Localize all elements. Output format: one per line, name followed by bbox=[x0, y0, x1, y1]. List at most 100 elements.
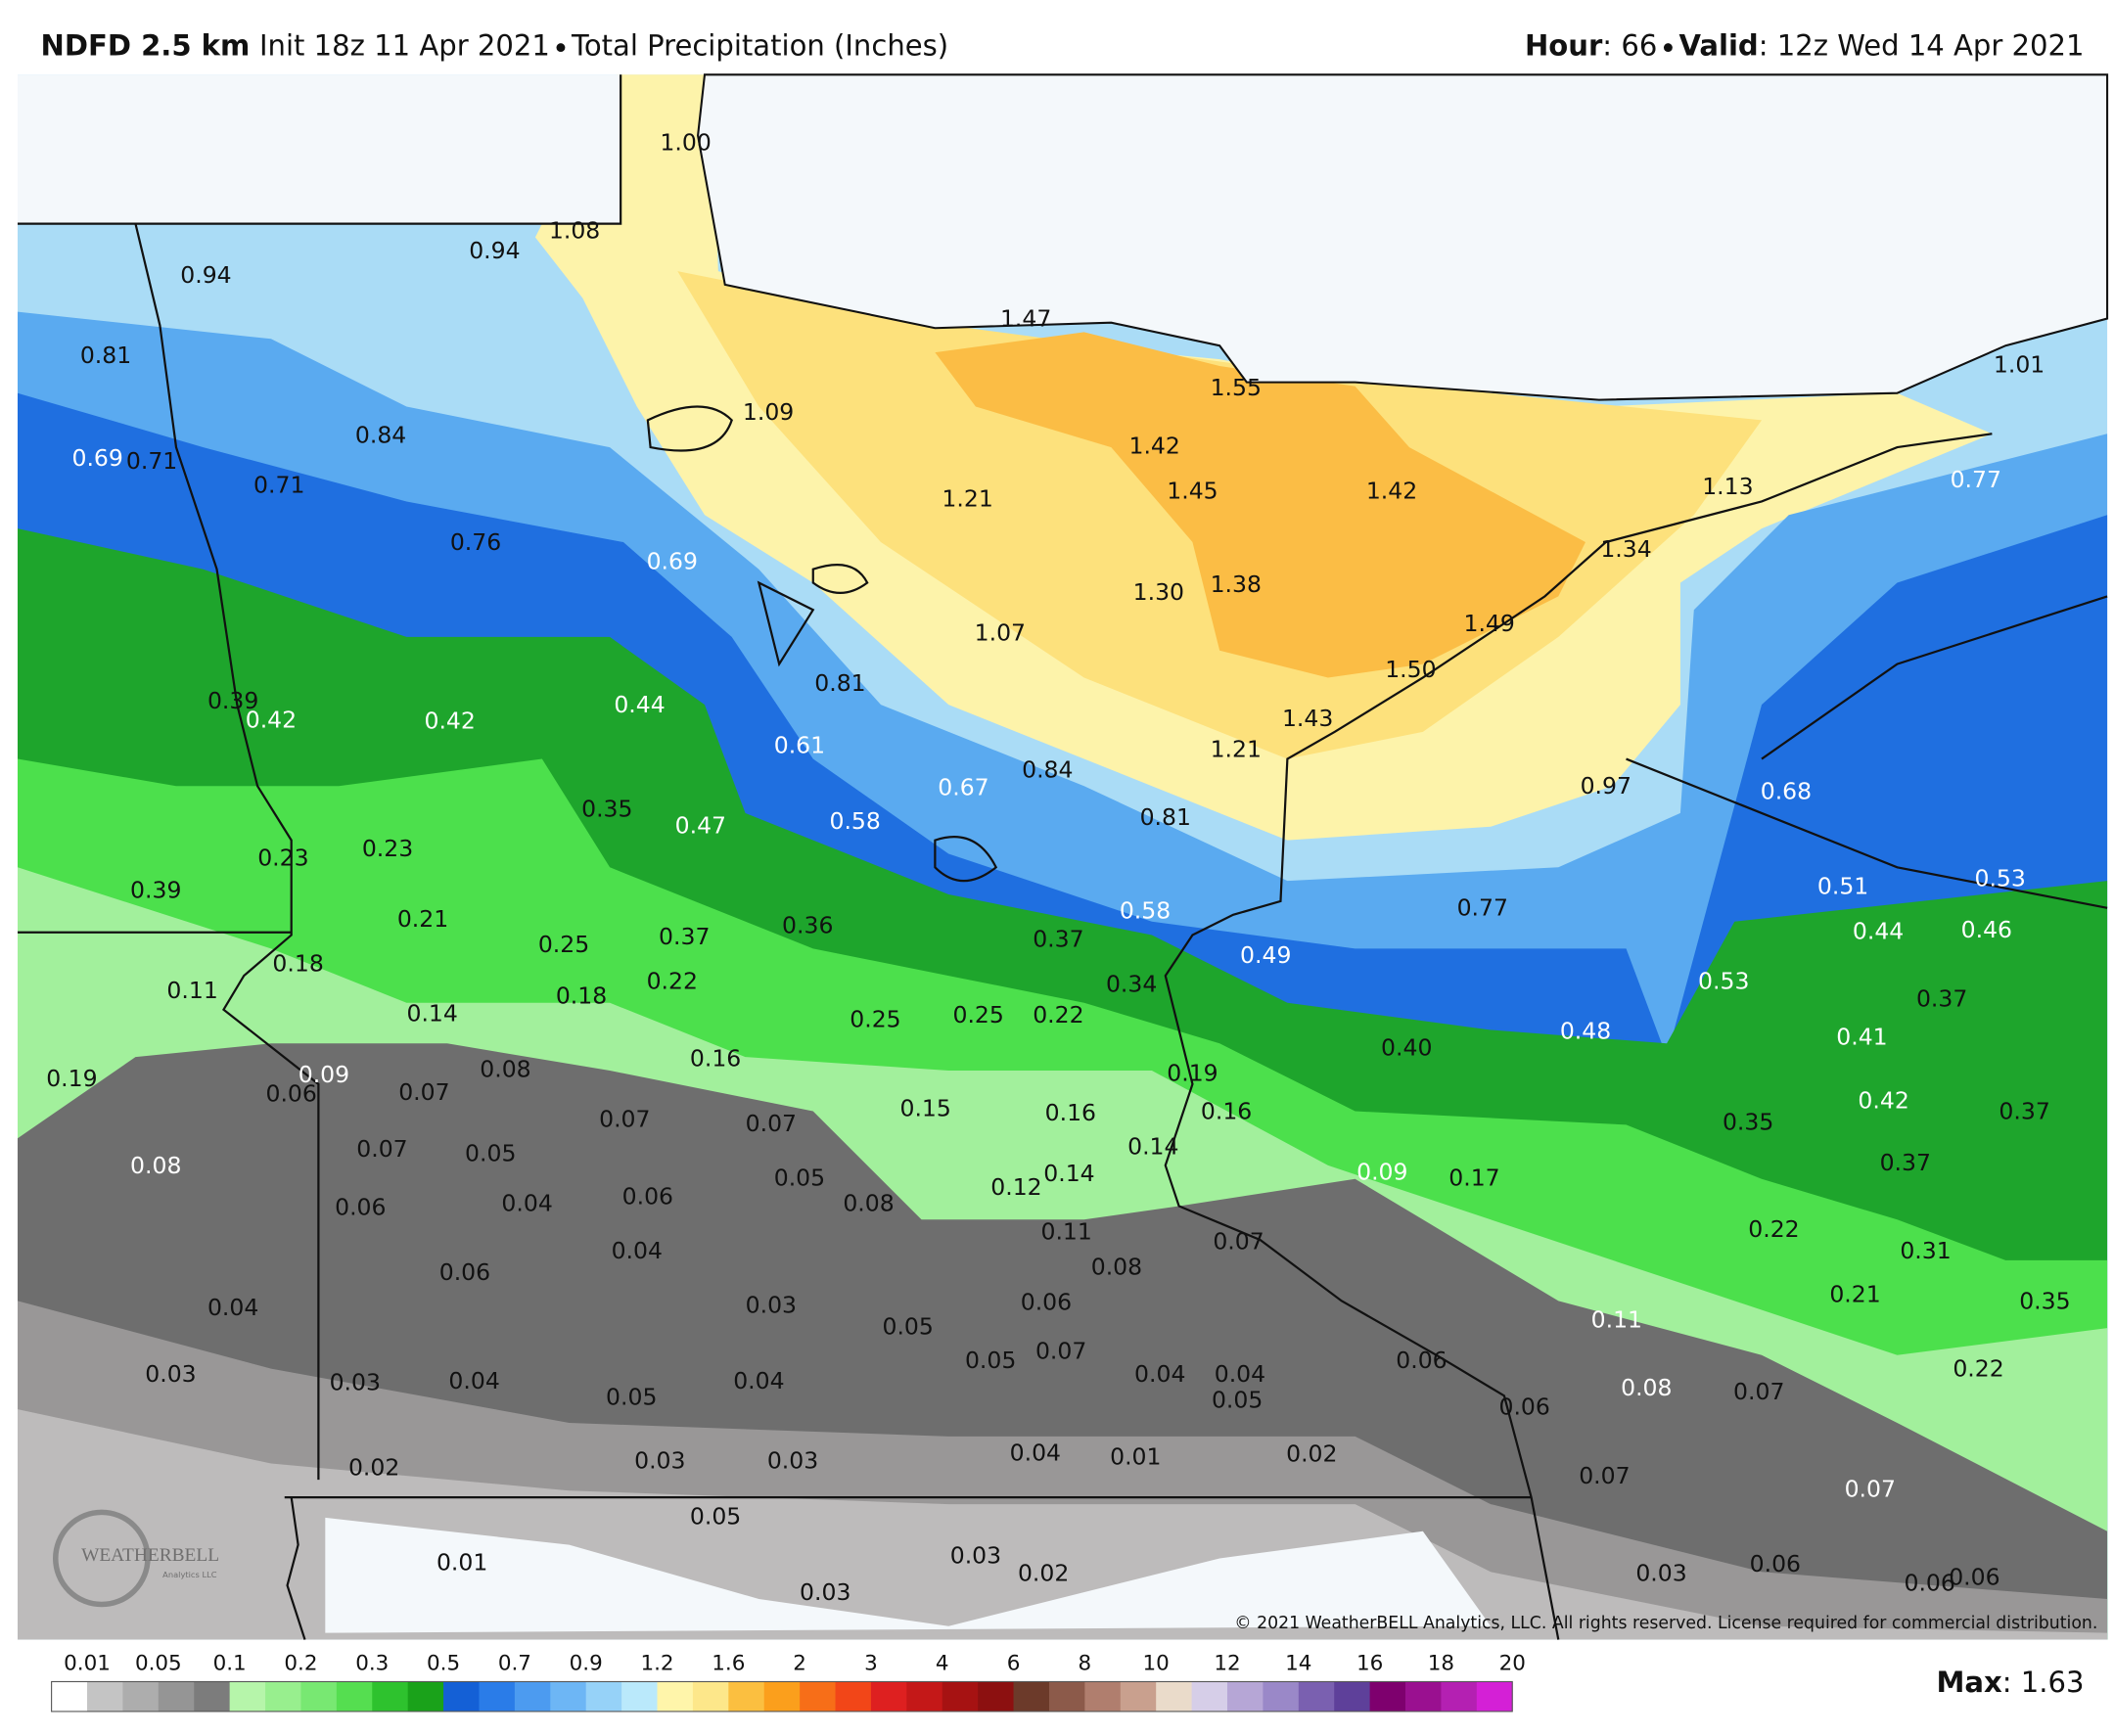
shade-orange bbox=[935, 332, 1586, 678]
station-value: 0.67 bbox=[938, 774, 988, 801]
station-value: 0.06 bbox=[1396, 1347, 1447, 1374]
station-value: 0.03 bbox=[145, 1360, 196, 1388]
station-value: 0.31 bbox=[1900, 1237, 1951, 1264]
station-value: 0.06 bbox=[1021, 1289, 1072, 1316]
legend-tick-label: 0.01 bbox=[64, 1651, 111, 1675]
station-value: 0.04 bbox=[448, 1367, 499, 1394]
station-value: 0.04 bbox=[1010, 1439, 1061, 1466]
station-value: 0.18 bbox=[556, 982, 607, 1010]
station-value: 0.21 bbox=[1829, 1280, 1880, 1307]
station-value: 0.71 bbox=[126, 447, 177, 475]
station-value: 0.84 bbox=[1022, 756, 1073, 784]
header-hour: : 66 bbox=[1602, 29, 1657, 63]
station-value: 0.39 bbox=[207, 687, 258, 714]
station-value: 0.22 bbox=[1748, 1215, 1799, 1243]
station-value: 0.04 bbox=[1215, 1360, 1265, 1388]
station-value: 0.22 bbox=[1033, 1001, 1083, 1028]
legend-tick-label: 10 bbox=[1143, 1651, 1170, 1675]
station-value: 0.84 bbox=[355, 421, 406, 448]
legend-swatch bbox=[1405, 1681, 1442, 1712]
station-value: 0.47 bbox=[675, 811, 726, 839]
station-value: 0.01 bbox=[1110, 1443, 1161, 1471]
station-value: 1.49 bbox=[1464, 610, 1515, 637]
station-value: 0.25 bbox=[953, 1001, 1004, 1028]
station-value: 0.07 bbox=[1733, 1378, 1784, 1405]
legend-swatch bbox=[728, 1681, 765, 1712]
station-value: 0.02 bbox=[1018, 1560, 1069, 1587]
legend-swatch bbox=[585, 1681, 622, 1712]
station-value: 0.42 bbox=[1858, 1086, 1908, 1114]
legend-tick-label: 2 bbox=[793, 1651, 806, 1675]
station-value: 0.14 bbox=[407, 1000, 458, 1028]
station-value: 0.69 bbox=[72, 444, 123, 472]
station-value: 0.03 bbox=[767, 1447, 818, 1475]
station-value: 0.76 bbox=[450, 528, 501, 556]
station-value: 0.25 bbox=[538, 931, 589, 958]
station-value: 0.03 bbox=[800, 1578, 850, 1606]
station-value: 0.08 bbox=[480, 1056, 530, 1083]
legend-swatch bbox=[1013, 1681, 1050, 1712]
station-value: 0.40 bbox=[1381, 1033, 1432, 1061]
station-value: 0.17 bbox=[1448, 1164, 1499, 1191]
station-value: 0.19 bbox=[46, 1065, 97, 1092]
legend-swatch bbox=[978, 1681, 1014, 1712]
station-value: 0.25 bbox=[850, 1005, 900, 1032]
station-value: 0.71 bbox=[253, 472, 304, 499]
station-value: 0.08 bbox=[1621, 1374, 1672, 1401]
station-value: 0.05 bbox=[690, 1502, 741, 1530]
legend-swatch bbox=[800, 1681, 836, 1712]
legend-swatch bbox=[122, 1681, 160, 1712]
legend-swatch bbox=[229, 1681, 266, 1712]
station-value: 0.44 bbox=[1853, 917, 1904, 944]
station-value: 0.81 bbox=[814, 669, 865, 697]
station-value: 1.38 bbox=[1211, 571, 1262, 598]
station-value: 0.22 bbox=[647, 968, 698, 995]
legend-swatch bbox=[300, 1681, 338, 1712]
header-model: NDFD 2.5 km bbox=[41, 29, 251, 63]
station-value: 0.03 bbox=[950, 1542, 1001, 1570]
canada-east-lake-superior bbox=[697, 73, 2109, 401]
max-value: : 1.63 bbox=[2002, 1666, 2085, 1699]
station-value: 0.06 bbox=[1750, 1550, 1801, 1577]
header-init: Init 18z 11 Apr 2021 bbox=[259, 29, 550, 63]
station-value: 0.06 bbox=[335, 1194, 386, 1221]
station-value: 0.48 bbox=[1560, 1018, 1611, 1045]
legend-tick-label: 16 bbox=[1356, 1651, 1383, 1675]
station-value: 0.08 bbox=[843, 1190, 894, 1217]
separator-dot bbox=[1663, 43, 1673, 53]
legend-swatch bbox=[550, 1681, 587, 1712]
legend-swatch bbox=[479, 1681, 516, 1712]
header-valid: : 12z Wed 14 Apr 2021 bbox=[1759, 29, 2085, 63]
station-value: 0.07 bbox=[1213, 1227, 1264, 1255]
station-value: 0.09 bbox=[299, 1061, 349, 1088]
station-value: 0.16 bbox=[1045, 1099, 1096, 1126]
station-value: 0.21 bbox=[397, 905, 448, 933]
legend-swatch bbox=[1476, 1681, 1513, 1712]
legend-swatch bbox=[514, 1681, 551, 1712]
legend-swatch bbox=[194, 1681, 231, 1712]
header-hour-label: Hour bbox=[1525, 29, 1603, 63]
station-value: 1.42 bbox=[1366, 477, 1417, 504]
station-value: 0.46 bbox=[1961, 916, 2012, 943]
station-value: 0.11 bbox=[1041, 1218, 1092, 1246]
station-value: 0.94 bbox=[469, 237, 520, 264]
station-value: 0.01 bbox=[437, 1549, 487, 1576]
station-value: 0.44 bbox=[614, 691, 665, 718]
legend-swatch bbox=[372, 1681, 409, 1712]
station-value: 1.08 bbox=[549, 216, 600, 244]
station-value: 0.08 bbox=[130, 1152, 181, 1179]
station-value: 0.12 bbox=[990, 1173, 1041, 1201]
station-value: 0.05 bbox=[465, 1139, 516, 1166]
legend-swatch bbox=[158, 1681, 195, 1712]
station-value: 0.03 bbox=[1635, 1560, 1686, 1587]
station-value: 0.37 bbox=[1880, 1149, 1931, 1176]
legend-tick-label: 0.7 bbox=[498, 1651, 531, 1675]
station-value: 0.06 bbox=[1905, 1569, 1955, 1596]
station-value: 1.01 bbox=[1994, 350, 2045, 378]
legend-tick-label: 8 bbox=[1079, 1651, 1092, 1675]
station-value: 0.07 bbox=[599, 1106, 650, 1133]
station-value: 1.09 bbox=[743, 398, 794, 426]
station-value: 0.04 bbox=[733, 1367, 784, 1394]
station-value: 1.21 bbox=[1211, 736, 1262, 763]
